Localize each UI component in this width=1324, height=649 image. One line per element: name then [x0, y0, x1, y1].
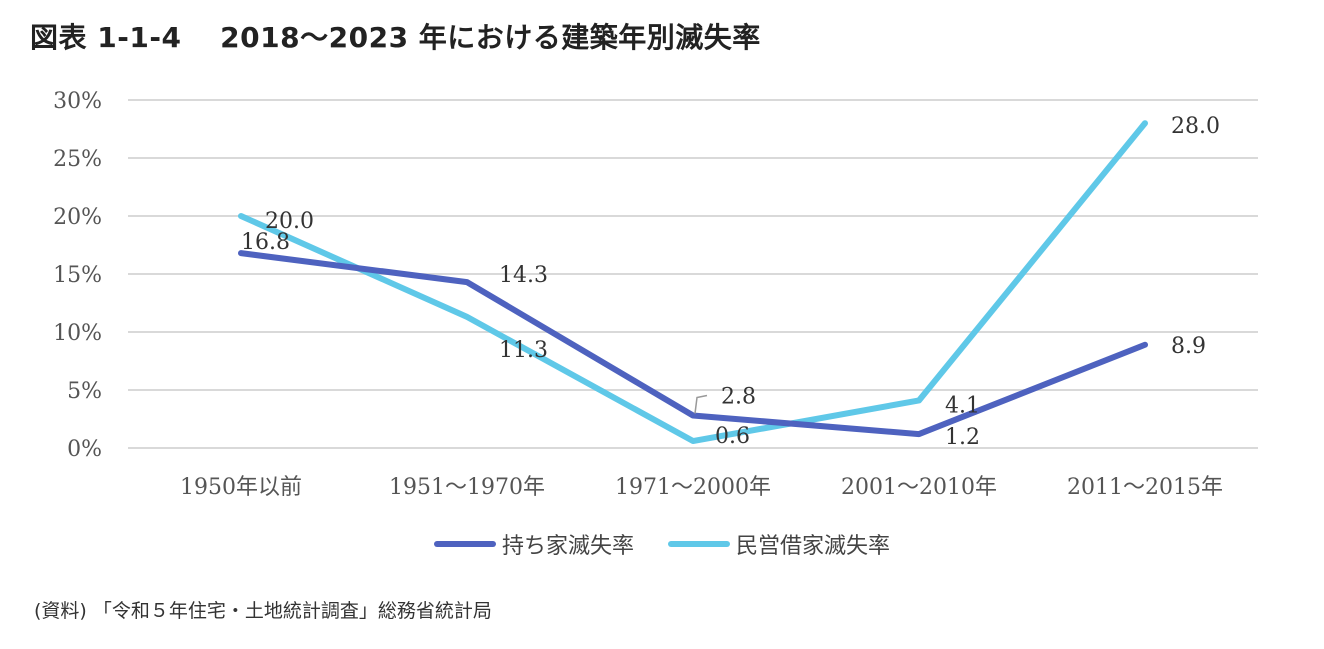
data-label: 4.1 — [945, 393, 980, 418]
data-label: 1.2 — [945, 425, 980, 450]
data-label: 8.9 — [1171, 334, 1206, 359]
y-tick-label: 0% — [67, 437, 102, 462]
legend-swatch-rental — [668, 541, 730, 547]
x-tick-label: 2011～2015年 — [1067, 475, 1223, 500]
series-line — [238, 120, 1148, 445]
y-tick-label: 15% — [53, 263, 102, 288]
y-tick-label: 5% — [67, 379, 102, 404]
x-tick-label: 1951～1970年 — [389, 475, 545, 500]
y-tick-label: 10% — [53, 321, 102, 346]
source-note: (資料) 「令和５年住宅・土地統計調査」総務省統計局 — [34, 600, 492, 622]
legend-item-owned: 持ち家滅失率 — [433, 528, 634, 560]
legend-swatch-owned — [433, 541, 496, 547]
x-tick-label: 2001～2010年 — [841, 475, 997, 500]
data-label: 11.3 — [499, 338, 548, 363]
data-label: 0.6 — [715, 424, 750, 449]
legend-label-rental: 民営借家滅失率 — [736, 534, 891, 559]
data-label: 20.0 — [265, 209, 314, 234]
data-label: 2.8 — [721, 385, 756, 410]
legend: 持ち家滅失率 民営借家滅失率 — [0, 528, 1324, 560]
x-tick-label: 1950年以前 — [180, 475, 302, 500]
x-tick-label: 1971～2000年 — [615, 475, 771, 500]
y-tick-label: 30% — [53, 89, 102, 114]
series-lines — [238, 120, 1148, 445]
data-label: 16.8 — [241, 230, 290, 255]
x-axis-ticks: 1950年以前 1951～1970年 1971～2000年 2001～2010年 201… — [180, 475, 1223, 500]
y-tick-label: 25% — [53, 147, 102, 172]
y-tick-label: 20% — [53, 205, 102, 230]
label-leader-line — [694, 394, 708, 414]
y-axis-ticks: 0% 5% 10% 15% 20% 25% 30% — [53, 89, 102, 462]
gridlines — [128, 99, 1258, 449]
legend-item-rental: 民営借家滅失率 — [668, 528, 890, 560]
legend-label-owned: 持ち家滅失率 — [501, 534, 634, 559]
line-chart: 0% 5% 10% 15% 20% 25% 30% 1950年以前 1951～1970年 197… — [53, 89, 1258, 500]
chart-title: 図表 1-1-4 2018～2023 年における建築年別滅失率 — [30, 21, 761, 54]
series-line — [238, 250, 1148, 438]
data-labels: 16.8 14.3 2.8 1.2 8.9 20.0 11.3 0.6 4.1 28.0 — [241, 114, 1220, 450]
data-label: 14.3 — [499, 263, 548, 288]
data-label: 28.0 — [1171, 114, 1220, 139]
